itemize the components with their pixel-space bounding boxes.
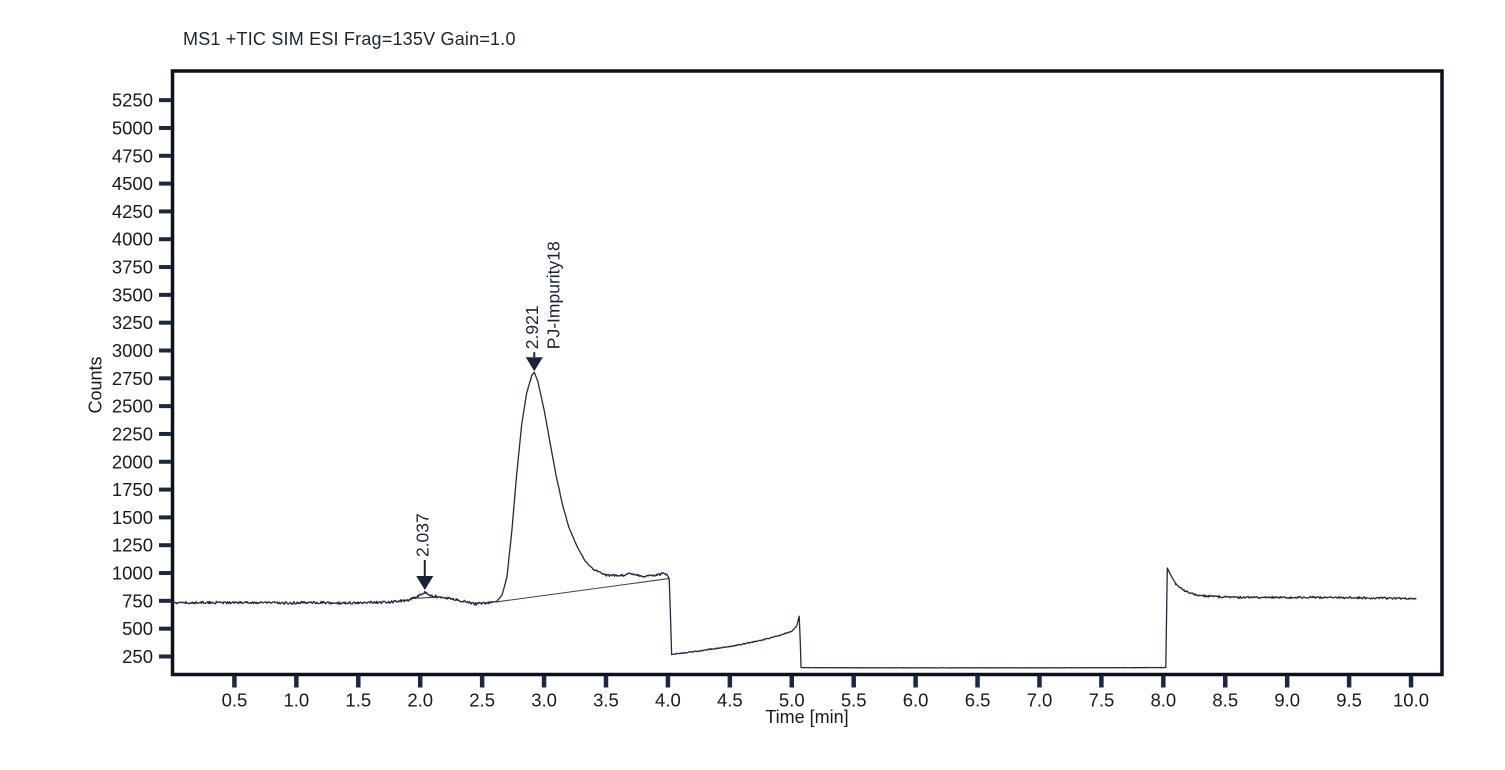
x-tick-label: 0.5 <box>222 690 248 711</box>
y-tick-label: 2750 <box>112 368 153 389</box>
x-tick-label: 9.5 <box>1336 690 1362 711</box>
integration-baseline <box>496 578 669 603</box>
y-tick-label: 500 <box>122 618 153 639</box>
y-tick-label: 4000 <box>112 229 153 250</box>
x-tick-label: 7.0 <box>1027 690 1053 711</box>
x-tick-label: 9.0 <box>1274 690 1300 711</box>
y-tick-label: 1000 <box>112 563 153 584</box>
x-tick-label: 3.5 <box>593 690 619 711</box>
x-tick-label: 3.0 <box>531 690 557 711</box>
y-tick-label: 250 <box>122 646 153 667</box>
x-tick-label: 6.5 <box>965 690 991 711</box>
y-tick-label: 2000 <box>112 451 153 472</box>
y-tick-label: 3000 <box>112 340 153 361</box>
chart-title: MS1 +TIC SIM ESI Frag=135V Gain=1.0 <box>183 29 516 49</box>
y-tick-label: 4500 <box>112 173 153 194</box>
peak-rt-label: 2.037 <box>412 513 432 557</box>
y-tick-label: 5250 <box>112 90 153 111</box>
x-tick-label: 7.5 <box>1089 690 1115 711</box>
x-tick-label: 1.5 <box>345 690 371 711</box>
peak-compound-label: PJ-Impurity18 <box>543 241 563 349</box>
x-axis-label: Time [min] <box>765 707 849 727</box>
y-tick-label: 3250 <box>112 312 153 333</box>
tic-trace <box>171 371 1417 669</box>
x-tick-label: 10.0 <box>1393 690 1429 711</box>
x-tick-label: 8.5 <box>1212 690 1238 711</box>
peak-arrow-icon <box>525 357 543 372</box>
plot-frame <box>170 69 1444 677</box>
x-tick-label: 8.0 <box>1150 690 1176 711</box>
y-tick-label: 1250 <box>112 535 153 556</box>
y-tick-label: 5000 <box>112 117 153 138</box>
y-tick-label: 2500 <box>112 396 153 417</box>
y-tick-label: 3750 <box>112 257 153 278</box>
x-tick-label: 2.5 <box>469 690 495 711</box>
y-tick-label: 2250 <box>112 423 153 444</box>
x-tick-label: 4.0 <box>655 690 681 711</box>
y-tick-label: 1750 <box>112 479 153 500</box>
x-tick-label: 5.5 <box>841 690 867 711</box>
y-tick-label: 1500 <box>112 507 153 528</box>
y-tick-label: 750 <box>122 590 153 611</box>
peak-rt-label: 2.921 <box>522 305 542 349</box>
x-tick-label: 4.5 <box>717 690 743 711</box>
y-tick-label: 4750 <box>112 145 153 166</box>
y-tick-label: 4250 <box>112 201 153 222</box>
x-tick-label: 2.0 <box>407 690 433 711</box>
x-tick-label: 5.0 <box>779 690 805 711</box>
peak-arrow-icon <box>416 576 434 591</box>
x-tick-label: 1.0 <box>283 690 309 711</box>
x-tick-label: 6.0 <box>903 690 929 711</box>
y-tick-label: 3500 <box>112 284 153 305</box>
